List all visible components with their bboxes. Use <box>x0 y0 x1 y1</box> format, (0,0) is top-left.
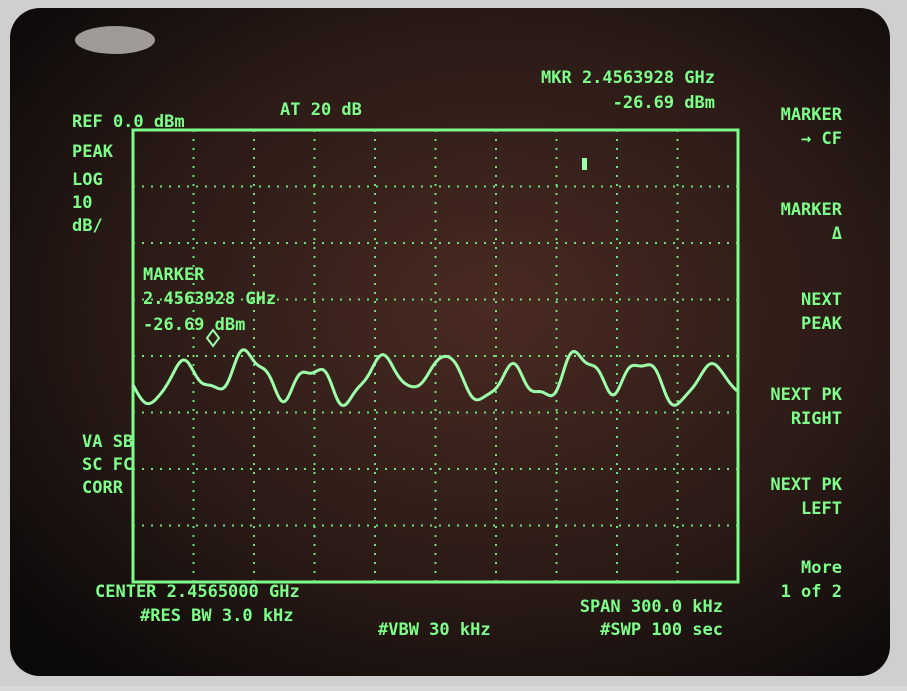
graticule <box>133 130 738 582</box>
status-label: CORR <box>82 478 124 498</box>
softkey-label[interactable]: MARKER <box>781 105 843 125</box>
trace <box>131 348 739 408</box>
marker-symbol <box>205 328 221 348</box>
softkey-label[interactable]: → CF <box>801 129 842 149</box>
marker-readout-frequency: 2.4563928 GHz <box>143 289 276 309</box>
softkey-label[interactable]: RIGHT <box>791 409 842 429</box>
center-frequency: CENTER 2.4565000 GHz <box>95 582 300 602</box>
scale-units: dB/ <box>72 216 103 236</box>
attenuation: AT 20 dB <box>280 100 362 120</box>
marker-amplitude: -26.69 dBm <box>613 93 715 113</box>
marker-indicator <box>582 158 587 170</box>
ref-level: REF 0.0 dBm <box>72 112 185 132</box>
marker-readout-amplitude: -26.69 dBm <box>143 315 245 335</box>
softkey-label[interactable]: Δ <box>832 224 842 244</box>
marker-frequency: MKR 2.4563928 GHz <box>541 68 715 88</box>
marker-title: MARKER <box>143 265 205 285</box>
softkey-label[interactable]: 1 of 2 <box>781 582 842 602</box>
sweep: #SWP 100 sec <box>600 620 723 640</box>
status-label: SC FC <box>82 455 133 475</box>
softkey-label[interactable]: NEXT <box>801 290 842 310</box>
softkey-label[interactable]: More <box>801 558 842 578</box>
reflection <box>75 26 155 54</box>
softkey-label[interactable]: LEFT <box>801 499 842 519</box>
detector: PEAK <box>72 142 114 162</box>
vbw: #VBW 30 kHz <box>378 620 491 640</box>
scale-div: 10 <box>72 193 92 213</box>
softkey-label[interactable]: PEAK <box>801 314 843 334</box>
res-bw: #RES BW 3.0 kHz <box>140 606 294 626</box>
scale-mode: LOG <box>72 170 103 190</box>
span: SPAN 300.0 kHz <box>580 597 723 617</box>
softkey-label[interactable]: NEXT PK <box>770 385 842 405</box>
softkey-label[interactable]: MARKER <box>781 200 843 220</box>
crt <box>10 8 890 676</box>
softkey-label[interactable]: NEXT PK <box>770 475 842 495</box>
status-label: VA SB <box>82 432 133 452</box>
